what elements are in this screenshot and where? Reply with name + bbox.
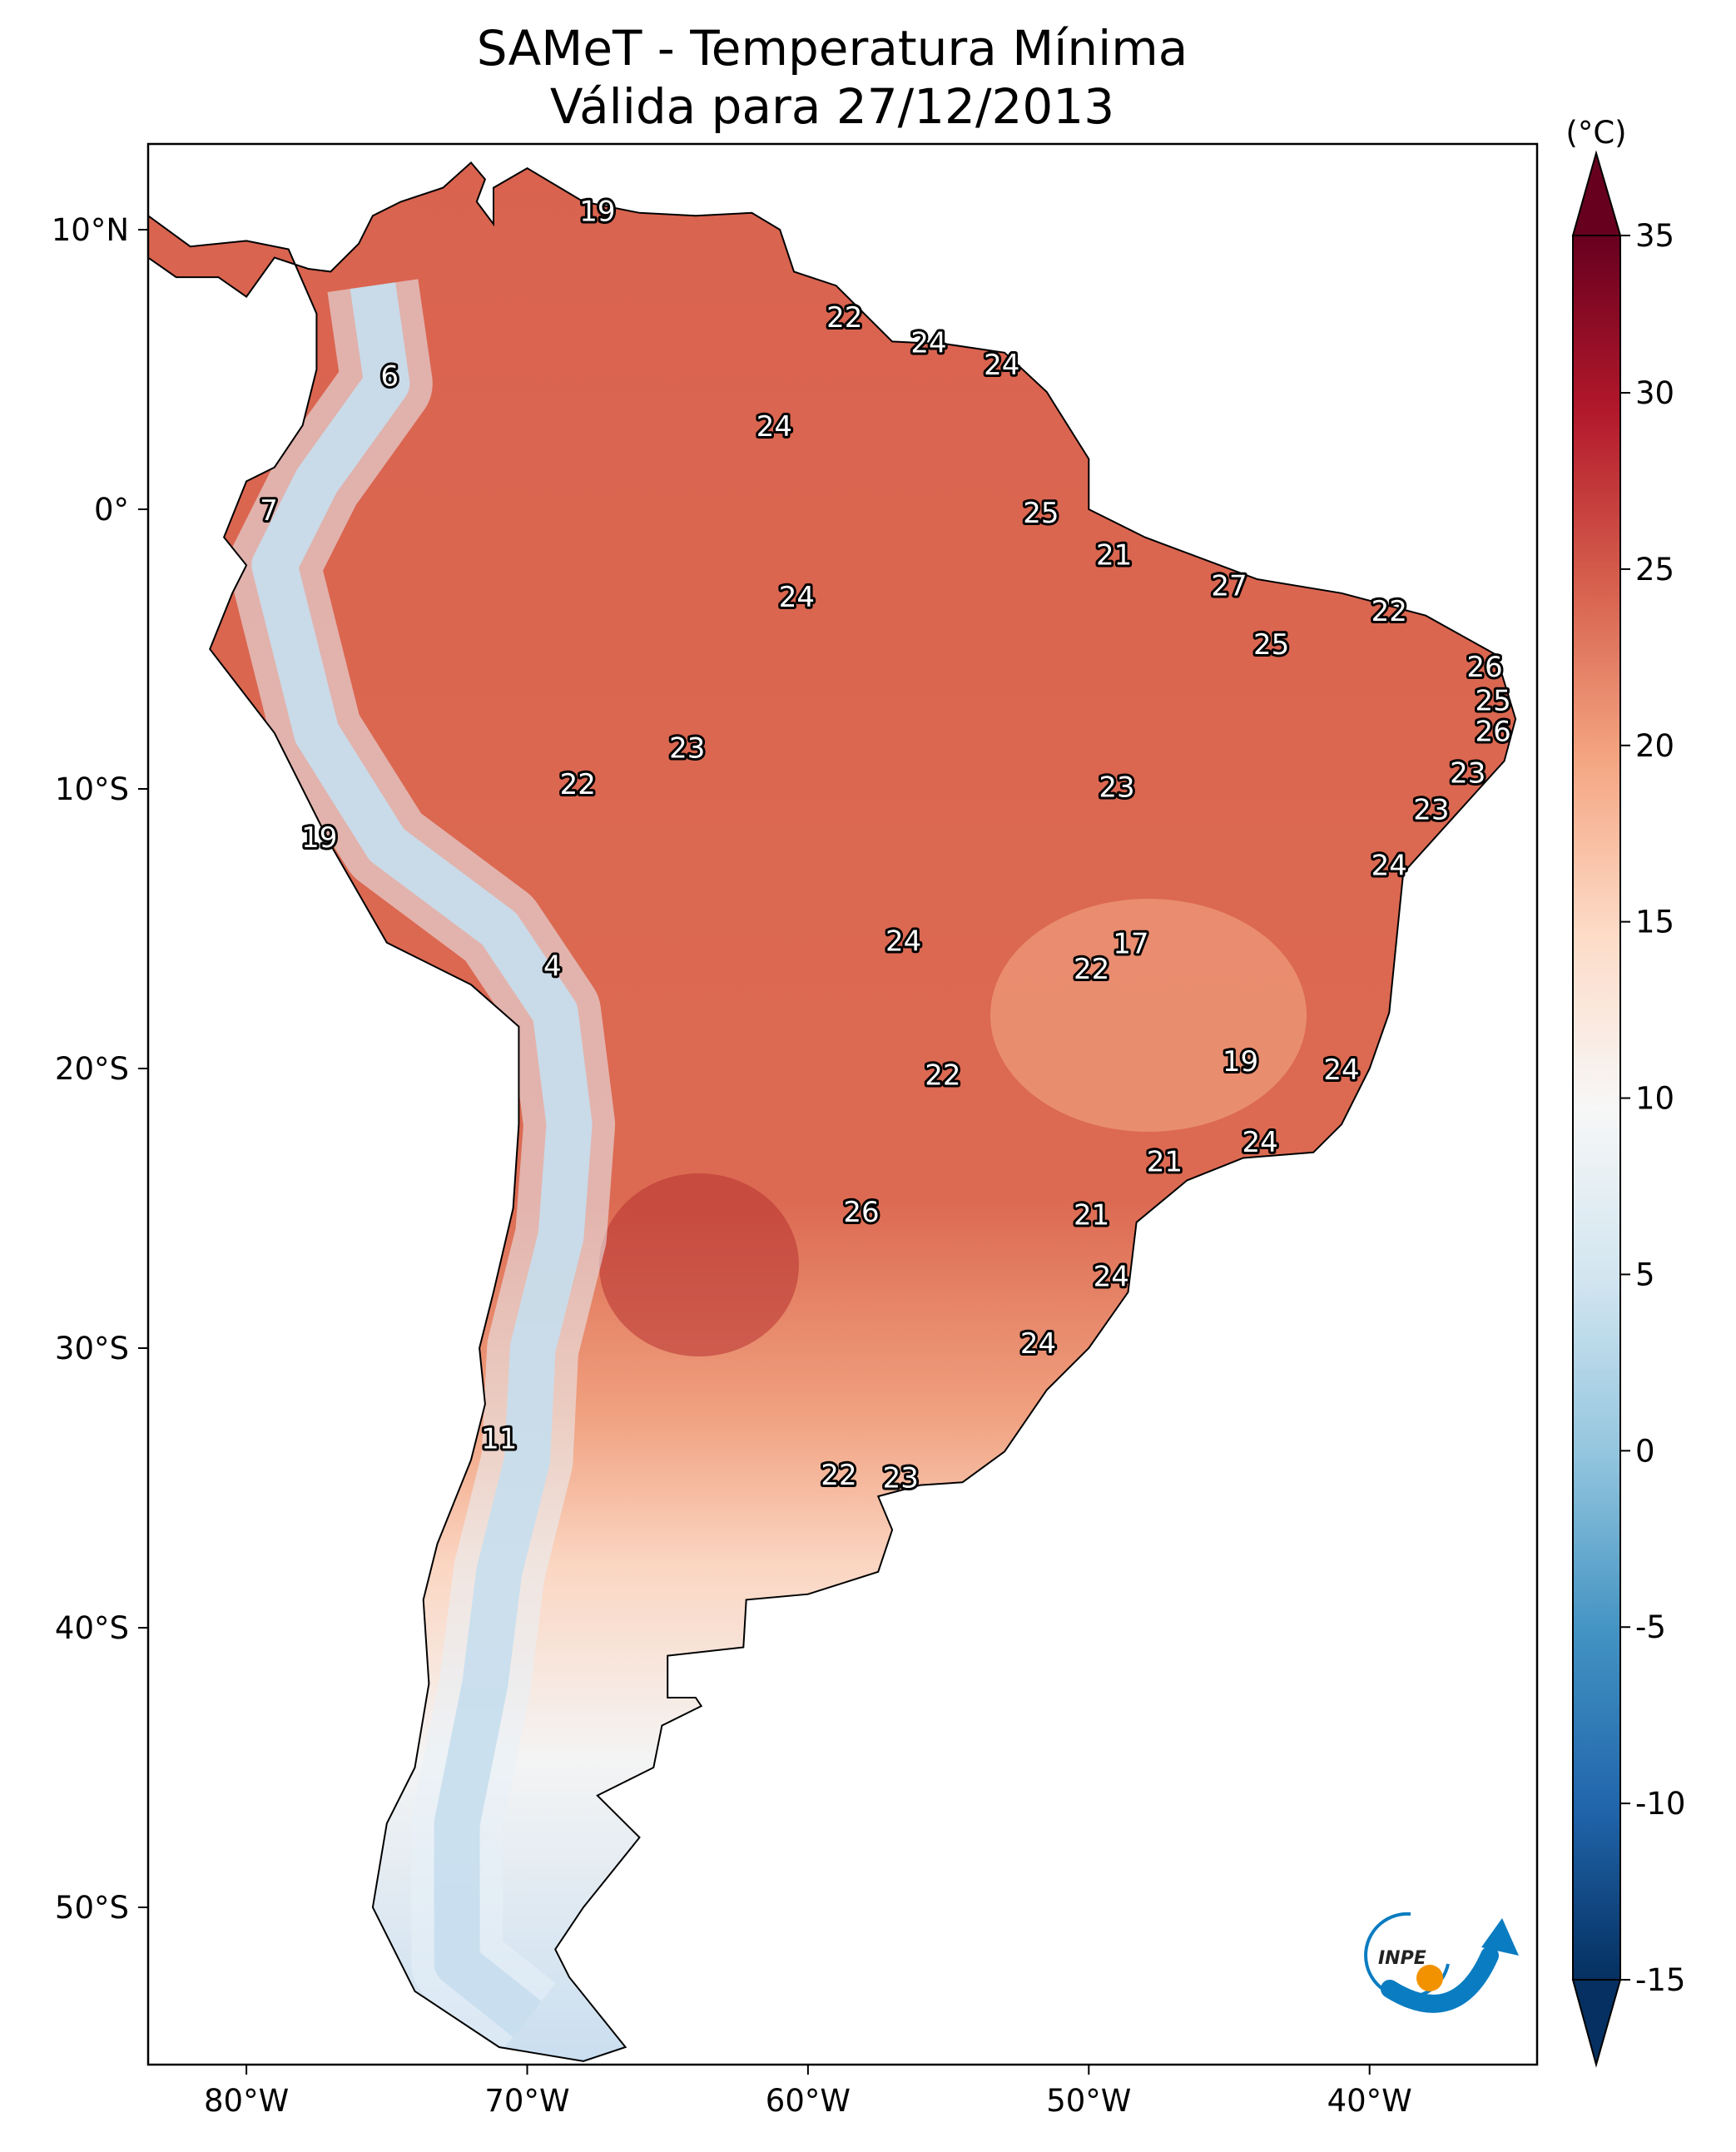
station-label: 24 (1094, 1261, 1129, 1294)
y-tick-label: 0° (94, 492, 129, 528)
colorbar-tick-label: 5 (1635, 1257, 1655, 1292)
colorbar-tick-label: 10 (1635, 1081, 1674, 1117)
station-label: 24 (1371, 850, 1407, 883)
colorbar-unit: (°C) (1565, 115, 1626, 151)
station-label: 25 (1476, 684, 1511, 717)
station-label: 19 (301, 821, 337, 855)
andes-cool-margin (228, 279, 616, 2055)
mild-region-minas (990, 899, 1307, 1132)
station-label: 11 (481, 1422, 517, 1455)
station-label: 23 (669, 731, 705, 765)
station-label: 25 (1023, 497, 1059, 530)
y-tick-label: 50°S (55, 1890, 129, 1926)
x-tick-label: 70°W (484, 2083, 569, 2119)
colorbar-tick-label: -5 (1635, 1609, 1666, 1645)
colorbar-body (1572, 235, 1621, 1981)
logo-text: INPE (1378, 1948, 1426, 1969)
station-label: 24 (910, 326, 946, 359)
station-label: 19 (1223, 1045, 1258, 1078)
station-label: 4 (543, 950, 562, 984)
x-tick-label: 50°W (1046, 2083, 1131, 2119)
station-label: 19 (579, 195, 615, 228)
station-label: 23 (1413, 793, 1449, 826)
colorbar-tick-label: -15 (1635, 1962, 1685, 1998)
colorbar-tick-label: -10 (1635, 1786, 1685, 1822)
station-label: 27 (1211, 570, 1247, 603)
logo-orange-dot (1416, 1965, 1443, 1991)
map-title: SAMeT - Temperatura Mínima (477, 20, 1188, 77)
logo-arrow-icon (1481, 1918, 1519, 1956)
colorbar-tick-label: 0 (1635, 1433, 1655, 1469)
coastline (147, 161, 1517, 2062)
station-label: 24 (756, 410, 792, 444)
colorbar-tick-label: 15 (1635, 905, 1674, 940)
station-label: 25 (1253, 628, 1289, 662)
map-subtitle: Válida para 27/12/2013 (550, 78, 1114, 135)
colorbar-tick-label: 35 (1635, 218, 1674, 254)
station-label: 24 (984, 349, 1019, 382)
station-label: 22 (821, 1459, 856, 1492)
colorbar-extend-min (1571, 1979, 1622, 2068)
station-label: 7 (260, 494, 278, 528)
station-label: 24 (885, 925, 921, 958)
y-tick-label: 10°N (52, 212, 129, 248)
x-tick-label: 60°W (766, 2083, 851, 2119)
station-label: 23 (1099, 771, 1134, 805)
station-label: 21 (1096, 539, 1132, 573)
station-label: 23 (1450, 757, 1486, 791)
colorbar-extend-max (1571, 150, 1622, 236)
station-label: 26 (1466, 651, 1502, 684)
station-label: 21 (1074, 1199, 1109, 1232)
colorbar-tick-label: 25 (1635, 552, 1674, 588)
station-label: 22 (560, 768, 596, 801)
logo-swoosh (1381, 1946, 1499, 2013)
y-tick-label: 20°S (55, 1051, 129, 1087)
station-label: 26 (1476, 715, 1511, 748)
colorbar-tick-label: 20 (1635, 728, 1674, 764)
station-label: 22 (826, 301, 862, 335)
hot-spot-chaco (599, 1173, 799, 1356)
colorbar-tick-label: 30 (1635, 375, 1674, 411)
inpe-logo: INPE (1364, 1912, 1519, 2013)
colorbar: (°C) 35 30 25 20 15 10 5 0 -5 -10 -15 (1565, 115, 1685, 2068)
x-tick-label: 40°W (1327, 2083, 1412, 2119)
x-tick-label: 80°W (204, 2083, 289, 2119)
station-label: 24 (1323, 1054, 1359, 1087)
colorbar-ticks: 35 30 25 20 15 10 5 0 -5 -10 -15 (1620, 218, 1685, 1998)
station-label: 17 (1113, 928, 1148, 961)
y-tick-label: 30°S (55, 1331, 129, 1366)
station-label: 6 (380, 360, 399, 394)
station-label: 26 (843, 1196, 879, 1229)
station-label: 22 (925, 1059, 960, 1093)
map-frame (146, 142, 1539, 2066)
y-tick-label: 40°S (55, 1610, 129, 1646)
x-axis: 80°W 70°W 60°W 50°W 40°W (204, 2065, 1412, 2119)
station-label: 21 (1147, 1146, 1183, 1179)
y-axis: 10°N 0° 10°S 20°S 30°S 40°S 50°S (52, 212, 148, 1926)
station-label: 24 (1242, 1126, 1277, 1159)
station-label: 22 (1074, 953, 1109, 986)
station-label: 23 (883, 1461, 919, 1495)
station-label: 22 (1371, 595, 1407, 628)
station-label: 24 (1020, 1327, 1056, 1361)
y-tick-label: 10°S (55, 771, 129, 807)
station-label: 24 (779, 581, 815, 614)
